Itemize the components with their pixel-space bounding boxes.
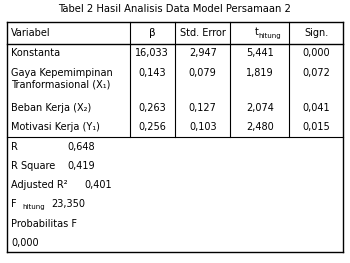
Text: 2,074: 2,074 <box>246 103 274 113</box>
Text: 23,350: 23,350 <box>51 199 85 209</box>
Text: 1,819: 1,819 <box>246 68 274 78</box>
Text: Probabilitas F: Probabilitas F <box>11 219 77 229</box>
Text: 0,072: 0,072 <box>302 68 330 78</box>
Text: hitung: hitung <box>22 205 45 210</box>
Text: 0,419: 0,419 <box>67 161 95 171</box>
Text: 0,263: 0,263 <box>139 103 166 113</box>
Text: Tabel 2 Hasil Analisis Data Model Persamaan 2: Tabel 2 Hasil Analisis Data Model Persam… <box>58 4 292 14</box>
Text: hitung: hitung <box>258 33 281 39</box>
Text: Beban Kerja (X₂): Beban Kerja (X₂) <box>11 103 91 113</box>
Text: 0,041: 0,041 <box>302 103 330 113</box>
Text: 0,079: 0,079 <box>189 68 217 78</box>
Text: 16,033: 16,033 <box>135 48 169 58</box>
Text: F: F <box>11 199 17 209</box>
Text: Gaya Kepemimpinan: Gaya Kepemimpinan <box>11 68 113 78</box>
Text: Tranformasional (X₁): Tranformasional (X₁) <box>11 80 111 90</box>
Text: Std. Error: Std. Error <box>180 28 226 38</box>
Text: Variabel: Variabel <box>11 28 51 38</box>
Text: 0,000: 0,000 <box>302 48 330 58</box>
Text: 0,648: 0,648 <box>67 141 95 151</box>
Text: 0,103: 0,103 <box>189 122 217 132</box>
Text: β: β <box>149 28 156 38</box>
Text: 0,000: 0,000 <box>11 238 39 248</box>
Text: 0,127: 0,127 <box>189 103 217 113</box>
Text: R: R <box>11 141 18 151</box>
Text: 2,480: 2,480 <box>246 122 274 132</box>
Text: t: t <box>254 27 258 37</box>
Text: 0,401: 0,401 <box>85 180 112 190</box>
Text: 0,256: 0,256 <box>138 122 166 132</box>
Text: 2,947: 2,947 <box>189 48 217 58</box>
Text: Motivasi Kerja (Y₁): Motivasi Kerja (Y₁) <box>11 122 100 132</box>
Text: R Square: R Square <box>11 161 55 171</box>
Text: 0,015: 0,015 <box>302 122 330 132</box>
Text: Adjusted R²: Adjusted R² <box>11 180 68 190</box>
Text: 0,143: 0,143 <box>139 68 166 78</box>
Text: Konstanta: Konstanta <box>11 48 60 58</box>
Text: Sign.: Sign. <box>304 28 328 38</box>
Text: 5,441: 5,441 <box>246 48 274 58</box>
